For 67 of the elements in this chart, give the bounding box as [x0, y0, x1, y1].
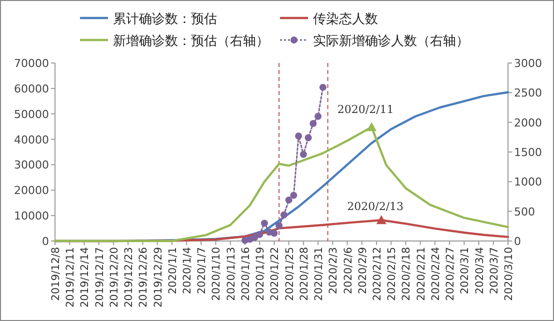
y2-tick-label: 3000: [514, 57, 542, 70]
y-tick-label: 50000: [14, 108, 49, 121]
x-tick-label: 2019/12/23: [123, 247, 136, 308]
y-tick-label: 60000: [14, 82, 49, 96]
x-tick-label: 2019/12/29: [152, 247, 164, 308]
x-tick-label: 2020/2/15: [386, 247, 398, 301]
point: [295, 132, 302, 140]
x-tick-label: 2020/2/6: [342, 246, 354, 294]
point: [310, 120, 317, 128]
point: [290, 192, 298, 199]
point: [276, 222, 283, 230]
x-tick-label: 2020/1/7: [196, 247, 208, 294]
x-tick-label: 2019/12/17: [94, 247, 106, 308]
x-tick-label: 2020/1/22: [269, 247, 282, 301]
legend-label: 实际新增确诊人数（右轴）: [313, 34, 469, 49]
x-tick-label: 2019/12/14: [79, 246, 92, 308]
x-tick-label: 2020/3/4: [474, 246, 486, 294]
y2-tick-label: 2000: [514, 116, 542, 130]
x-tick-label: 2020/3/1: [459, 247, 472, 294]
point: [285, 196, 292, 204]
point: [300, 150, 307, 158]
x-tick-label: 2020/2/27: [444, 247, 457, 301]
y-tick-label: 10000: [14, 210, 49, 223]
x-tick-label: 2020/2/12: [371, 247, 384, 301]
y-tick-label: 40000: [14, 133, 49, 146]
x-tick-label: 2020/1/16: [240, 246, 252, 301]
point: [304, 134, 312, 142]
x-tick-label: 2020/2/21: [415, 247, 428, 301]
x-tick-label: 2020/1/1: [166, 247, 179, 294]
point: [251, 234, 258, 241]
x-tick-label: 2019/12/26: [138, 246, 150, 308]
x-tick-label: 2019/12/8: [50, 247, 62, 301]
x-tick-label: 2020/1/28: [298, 247, 310, 301]
y-tick-label: 20000: [14, 184, 49, 198]
y2-tick-label: 2500: [514, 86, 542, 100]
point: [256, 230, 264, 238]
point: [319, 84, 326, 91]
y2-tick-label: 500: [514, 205, 535, 218]
point: [270, 230, 278, 237]
y-tick-label: 0: [42, 235, 49, 248]
x-tick-label: 2019/12/20: [108, 247, 120, 308]
y-tick-label: 30000: [14, 158, 49, 172]
x-tick-label: 2020/1/31: [313, 247, 326, 301]
point: [260, 220, 268, 227]
y-tick-label: 70000: [14, 57, 49, 70]
legend-label: 新增确诊数：预估（右轴）: [113, 34, 269, 49]
x-tick-label: 2020/1/13: [225, 247, 238, 301]
x-tick-label: 2020/3/10: [503, 247, 515, 301]
x-tick-label: 2020/1/19: [254, 247, 267, 301]
y2-tick-label: 0: [514, 235, 521, 248]
x-tick-label: 2020/1/25: [284, 247, 296, 301]
y2-tick-label: 1500: [514, 146, 542, 159]
y2-tick-label: 1000: [514, 176, 542, 189]
x-tick-label: 2020/1/10: [210, 247, 223, 301]
x-tick-label: 2020/2/3: [328, 247, 340, 294]
x-tick-label: 2020/2/18: [400, 247, 413, 301]
x-tick-label: 2019/12/11: [64, 247, 77, 308]
point: [280, 211, 288, 218]
legend-label: 累计确诊数：预估: [113, 12, 217, 27]
annotation: 2020/2/11: [337, 103, 394, 116]
annotation: 2020/2/13: [347, 200, 404, 214]
x-tick-label: 2020/3/7: [488, 247, 500, 294]
x-tick-label: 2020/2/9: [356, 247, 369, 294]
x-tick-label: 2020/1/4: [182, 246, 194, 294]
point: [314, 112, 322, 120]
x-tick-label: 2020/2/24: [430, 246, 442, 301]
legend-label: 传染态人数: [313, 12, 378, 27]
